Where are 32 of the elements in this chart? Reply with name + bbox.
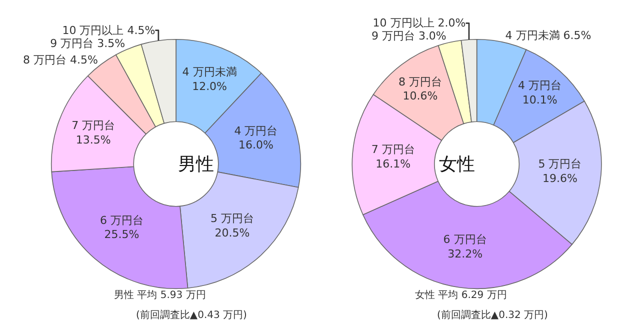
text: (前回調査比▲0.32 万円)	[437, 309, 548, 321]
slice-label: 7 万円台	[371, 143, 415, 156]
data-label: 10.6%	[402, 90, 438, 103]
text: 女性	[439, 154, 475, 175]
slice-label: 4 万円台	[518, 79, 562, 92]
slice-label: 10 万円以上 2.0%	[372, 16, 466, 30]
slice-label: 6 万円台	[100, 214, 144, 227]
slice-label: 5 万円台	[210, 212, 254, 226]
slice-label: 5 万円台	[538, 158, 582, 171]
slice-label: 10 万円以上 4.5%	[62, 24, 156, 37]
data-label: 16.0%	[238, 138, 274, 152]
text: 男性 平均 5.93 万円	[114, 289, 206, 301]
data-label: 16.1%	[376, 157, 411, 170]
text: (前回調査比▲0.43 万円)	[136, 309, 248, 321]
data-label: 25.5%	[104, 228, 140, 242]
slice-label: 8 万円台	[398, 75, 442, 88]
slice-label: 4 万円台	[234, 124, 278, 138]
slice-label: 7 万円台	[72, 119, 116, 132]
slice-label: 6 万円台	[443, 233, 487, 246]
data-label: 12.0%	[192, 80, 228, 93]
text: 男性	[178, 154, 214, 175]
data-label: 20.5%	[214, 226, 250, 240]
slice-label: 9 万円台 3.5%	[50, 36, 126, 50]
slice-label: 4 万円未満	[182, 66, 237, 79]
data-label: 10.1%	[522, 94, 558, 107]
slice-label: 9 万円台 3.0%	[371, 30, 446, 43]
data-label: 32.2%	[448, 247, 483, 260]
slice-label: 8 万円台 4.5%	[22, 54, 98, 67]
data-label: 19.6%	[542, 172, 578, 185]
slice-label: 4 万円未満 6.5%	[505, 29, 592, 42]
text: 女性 平均 6.29 万円	[415, 289, 507, 301]
data-label: 13.5%	[76, 133, 111, 146]
